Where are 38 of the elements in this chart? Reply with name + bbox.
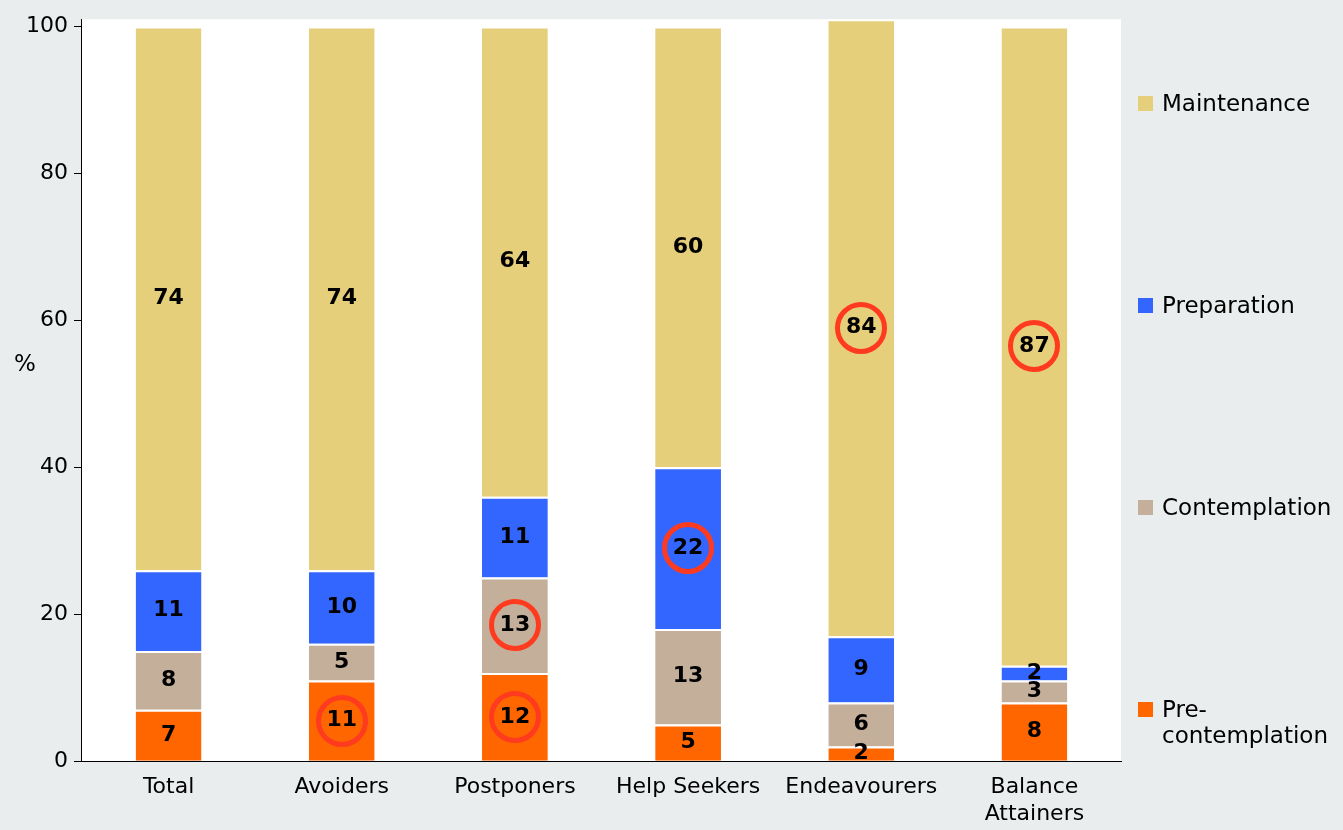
x-tick-label: Avoiders [294,773,389,799]
legend-label: Pre-contemplation [1162,696,1329,748]
data-label: 11 [326,706,358,732]
legend-label: Contemplation [1162,494,1332,520]
y-tick-label: 100 [25,12,68,38]
data-label: 13 [672,662,704,688]
data-label: 13 [499,611,531,637]
y-tick-label: 80 [39,159,68,185]
y-axis-title: % [14,350,36,376]
data-label: 87 [1019,331,1050,357]
data-label: 5 [680,728,696,754]
legend-label: Maintenance [1162,90,1311,116]
data-label: 10 [326,592,358,618]
data-label: 11 [499,522,531,548]
y-tick-label: 60 [39,306,68,332]
y-tick-label: 0 [53,746,68,772]
x-tick-label: Help Seekers [615,773,761,799]
data-label: 74 [153,284,184,310]
x-tick-label: Balance Attainers [984,773,1085,825]
legend-label: Preparation [1162,292,1295,318]
y-tick-label: 40 [39,453,68,479]
data-label: 60 [672,232,704,258]
data-label: 64 [499,247,531,273]
y-tick-label: 20 [39,599,68,625]
data-label: 8 [160,666,177,692]
data-label: 74 [326,284,358,310]
data-label: 12 [499,702,531,728]
data-label: 5 [334,647,350,673]
data-label: 9 [853,655,869,681]
data-label: 6 [853,710,869,736]
x-tick-label: Endeavourers [785,773,938,799]
x-tick-label: Total [141,773,195,799]
data-label: 8 [1026,717,1043,743]
data-label: 7 [160,720,177,746]
data-label: 11 [153,596,184,622]
data-label: 84 [845,313,877,339]
x-tick-label: Postponers [454,773,576,799]
data-label: 22 [672,533,704,559]
